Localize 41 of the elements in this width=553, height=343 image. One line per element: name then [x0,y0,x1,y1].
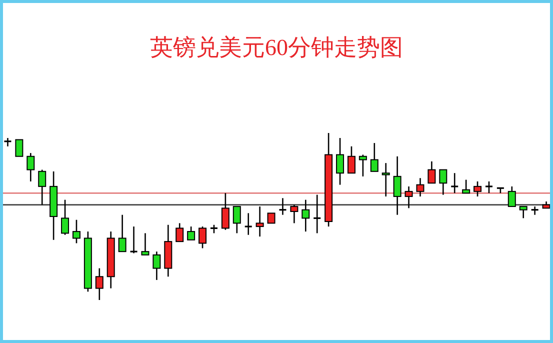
candlestick [129,226,138,254]
candlestick [484,180,494,194]
candlestick [428,160,436,184]
candlestick [462,179,470,194]
candlestick [198,226,207,249]
candlestick [267,212,276,224]
candlestick [118,214,126,252]
candlestick [187,226,196,241]
candlestick [278,197,288,216]
candlestick [290,204,298,224]
candlestick [38,169,46,206]
candlestick [450,172,459,194]
candlestick [95,268,104,301]
chart-title: 英镑兑美元60分钟走势图 [150,35,403,60]
candlestick [336,137,344,186]
candlestick [61,199,70,236]
candlestick [370,142,378,172]
candlestick [358,154,367,178]
candlestick [312,194,322,234]
candlestick [26,152,35,182]
candlestick [393,156,402,216]
candlestick [72,219,80,244]
candlestick [15,139,24,157]
candlestick [141,232,150,256]
candlestick [176,222,184,242]
candlestick [382,162,390,198]
candlestick [530,206,540,216]
candlestick [404,186,413,209]
candlestick [439,169,448,196]
candlestick [302,199,310,232]
candlestick [221,192,230,231]
candlestick [3,137,12,148]
candlestick [152,250,161,281]
candlestick [519,206,528,219]
candlestick [244,212,253,236]
candlestick [508,186,516,208]
candlestick [256,206,264,238]
candlestick [232,206,241,234]
candlestick [416,177,424,198]
candlestick [347,146,356,174]
candlestick [474,180,482,198]
